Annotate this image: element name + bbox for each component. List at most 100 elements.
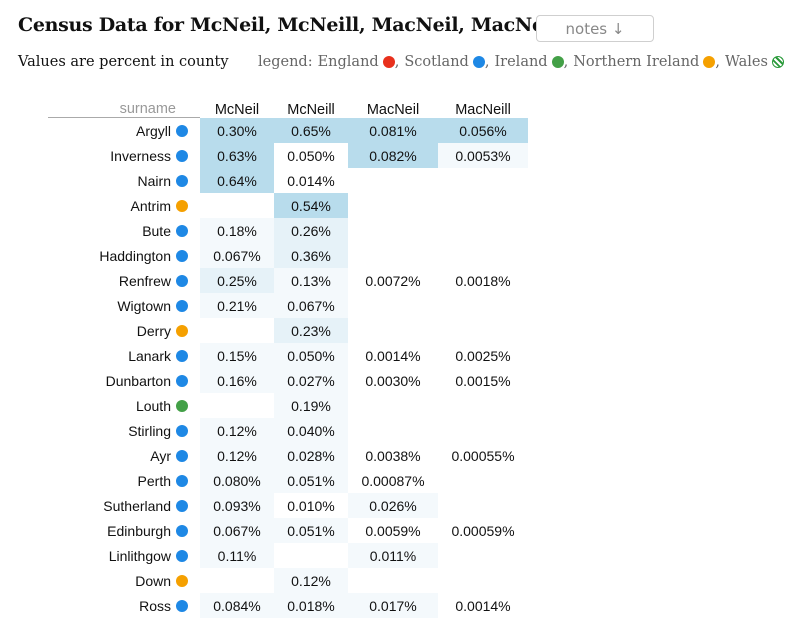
legend: legend: England, Scotland, Ireland, Norther…	[258, 54, 784, 70]
county-cell: Ayr	[48, 443, 200, 468]
county-name: Ross	[139, 597, 171, 614]
table-row: Edinburgh 0.067% 0.051% 0.0059% 0.00059%	[48, 518, 528, 543]
value-cell: 0.0030%	[365, 372, 421, 389]
value-cell: 0.018%	[274, 593, 348, 618]
county-name: Inverness	[110, 147, 171, 164]
county-name: Dunbarton	[105, 372, 171, 389]
table-row: Renfrew 0.25% 0.13% 0.0072% 0.0018%	[48, 268, 528, 293]
column-header-macneil[interactable]: MacNeil	[366, 102, 420, 118]
value-cell	[274, 543, 348, 568]
surname-header: surname	[48, 98, 200, 118]
county-name: Bute	[142, 222, 171, 239]
table-body: Argyll 0.30% 0.65% 0.081% 0.056% Inverness 0.6…	[48, 118, 528, 618]
value-cell	[348, 318, 438, 343]
value-cell: 0.084%	[200, 593, 274, 618]
legend-item-label: Ireland	[494, 54, 548, 70]
county-cell: Edinburgh	[48, 518, 200, 543]
county-cell: Haddington	[48, 243, 200, 268]
region-dot-icon	[176, 399, 188, 412]
county-cell: Bute	[48, 218, 200, 243]
table-row: Lanark 0.15% 0.050% 0.0014% 0.0025%	[48, 343, 528, 368]
region-dot-icon	[176, 199, 188, 212]
table-header-row: surname McNeil McNeill MacNeil MacNeill	[48, 98, 528, 118]
county-name: Down	[135, 572, 171, 589]
table-row: Antrim 0.54%	[48, 193, 528, 218]
table-row: Dunbarton 0.16% 0.027% 0.0030% 0.0015%	[48, 368, 528, 393]
column-header-mcneill[interactable]: McNeill	[287, 102, 335, 118]
value-cell	[348, 243, 438, 268]
value-cell: 0.13%	[274, 268, 348, 293]
value-cell: 0.026%	[348, 493, 438, 518]
county-name: Sutherland	[103, 497, 171, 514]
value-cell: 0.00087%	[361, 472, 425, 489]
value-cell	[348, 393, 438, 418]
value-cell: 0.0053%	[438, 143, 528, 168]
census-table: surname McNeil McNeill MacNeil MacNeill …	[48, 98, 528, 618]
county-cell: Stirling	[48, 418, 200, 443]
value-cell: 0.067%	[200, 518, 274, 543]
county-name: Lanark	[128, 347, 171, 364]
table-row: Stirling 0.12% 0.040%	[48, 418, 528, 443]
value-cell: 0.017%	[348, 593, 438, 618]
value-cell	[438, 318, 528, 343]
table-row: Ayr 0.12% 0.028% 0.0038% 0.00055%	[48, 443, 528, 468]
county-cell: Antrim	[48, 193, 200, 218]
page-title: Census Data for McNeil, McNeill, MacNeil…	[18, 14, 565, 36]
legend-item-label: Northern Ireland	[573, 54, 700, 70]
county-name: Linlithgow	[108, 547, 171, 564]
value-cell: 0.26%	[274, 218, 348, 243]
table-row: Down 0.12%	[48, 568, 528, 593]
value-cell	[200, 318, 274, 343]
legend-item: Ireland,	[494, 54, 569, 70]
county-name: Ayr	[150, 447, 171, 464]
table-row: Derry 0.23%	[48, 318, 528, 343]
legend-item: Northern Ireland,	[573, 54, 720, 70]
region-dot-icon	[176, 599, 188, 612]
table-row: Wigtown 0.21% 0.067%	[48, 293, 528, 318]
value-cell: 0.30%	[200, 118, 274, 143]
value-cell	[438, 568, 528, 593]
value-cell	[438, 243, 528, 268]
region-dot-icon	[176, 324, 188, 337]
value-cell: 0.081%	[348, 118, 438, 143]
table-row: Argyll 0.30% 0.65% 0.081% 0.056%	[48, 118, 528, 143]
value-cell	[200, 568, 274, 593]
table-row: Ross 0.084% 0.018% 0.017% 0.0014%	[48, 593, 528, 618]
legend-item-label: Scotland	[404, 54, 469, 70]
value-cell: 0.010%	[287, 497, 335, 514]
value-cell	[438, 293, 528, 318]
value-cell	[438, 493, 528, 518]
notes-button[interactable]: notes ↓	[536, 15, 654, 42]
column-header-mcneil[interactable]: McNeil	[214, 102, 260, 118]
region-dot-icon	[176, 474, 188, 487]
county-name: Wigtown	[117, 297, 171, 314]
county-name: Renfrew	[118, 272, 171, 289]
value-cell: 0.050%	[274, 343, 348, 368]
value-cell	[200, 393, 274, 418]
column-header-macneill[interactable]: MacNeill	[455, 102, 511, 118]
value-cell: 0.64%	[200, 168, 274, 193]
region-dot-icon	[176, 424, 188, 437]
legend-item-label: Wales	[724, 54, 768, 70]
county-cell: Perth	[48, 468, 200, 493]
region-dot-icon	[176, 374, 188, 387]
table-row: Haddington 0.067% 0.36%	[48, 243, 528, 268]
county-cell: Ross	[48, 593, 200, 618]
value-cell	[438, 218, 528, 243]
table-row: Sutherland 0.093% 0.010% 0.026%	[48, 493, 528, 518]
county-name: Argyll	[135, 122, 171, 139]
table-row: Inverness 0.63% 0.050% 0.082% 0.0053%	[48, 143, 528, 168]
value-cell: 0.014%	[287, 172, 335, 189]
region-dot-icon	[176, 349, 188, 362]
value-cell	[438, 193, 528, 218]
value-cell	[200, 193, 274, 218]
legend-item: Wales	[725, 54, 784, 70]
region-dot-icon	[176, 449, 188, 462]
value-cell: 0.0018%	[455, 272, 511, 289]
value-cell: 0.15%	[200, 343, 274, 368]
region-dot-icon	[176, 274, 188, 287]
value-cell	[348, 418, 438, 443]
value-cell	[438, 543, 528, 568]
value-cell: 0.23%	[274, 318, 348, 343]
value-cell: 0.040%	[274, 418, 348, 443]
